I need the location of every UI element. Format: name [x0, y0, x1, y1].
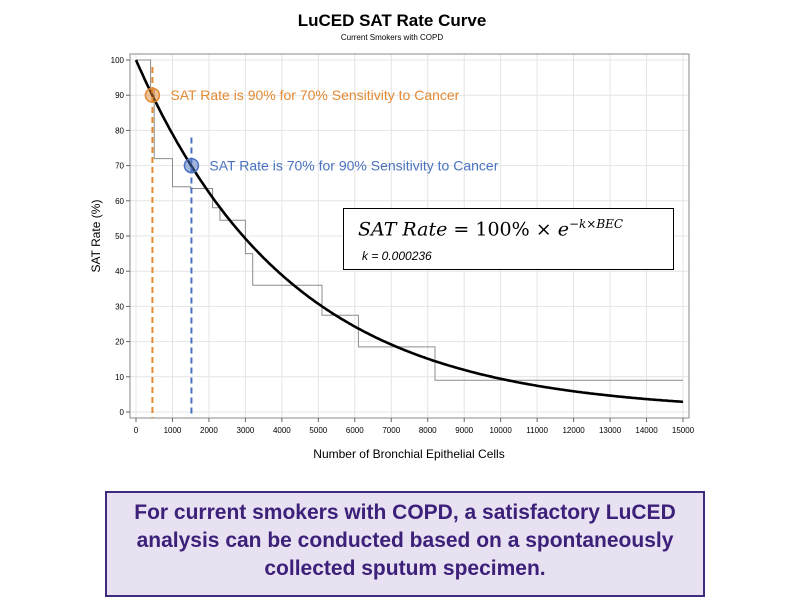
x-tick-label: 0 — [134, 426, 139, 435]
exponential-fit-curve — [134, 59, 684, 404]
threshold-marker — [144, 87, 161, 103]
x-tick-label: 1000 — [164, 426, 182, 435]
y-tick-label: 60 — [115, 197, 124, 206]
y-tick-label: 50 — [115, 232, 124, 241]
y-tick-label: 0 — [120, 408, 125, 417]
x-axis-label: Number of Bronchial Epithelial Cells — [313, 447, 504, 461]
x-axis-ticks: 0 1000 2000 3000 4000 5000 6000 7000 8000 9000 100… — [134, 418, 695, 435]
formula-box: SAT Rate = 100% × e−k×BEC k = 0.000236 — [343, 208, 674, 270]
y-tick-label: 70 — [115, 162, 124, 171]
x-tick-label: 5000 — [309, 426, 327, 435]
x-tick-label: 12000 — [562, 426, 585, 435]
x-tick-label: 4000 — [273, 426, 291, 435]
chart-title: LuCED SAT Rate Curve — [298, 11, 487, 30]
chart-subtitle: Current Smokers with COPD — [341, 33, 443, 42]
y-axis-label: SAT Rate (%) — [89, 200, 103, 273]
x-tick-label: 6000 — [346, 426, 364, 435]
y-tick-label: 90 — [115, 91, 124, 100]
formula-k-value: k = 0.000236 — [362, 249, 432, 263]
x-tick-label: 8000 — [419, 426, 437, 435]
y-tick-label: 10 — [115, 373, 124, 382]
x-tick-label: 7000 — [382, 426, 400, 435]
y-tick-label: 100 — [111, 56, 125, 65]
x-tick-label: 10000 — [490, 426, 513, 435]
formula-coef: 100% — [475, 218, 530, 241]
formula-equation: SAT Rate = 100% × e−k×BEC — [358, 217, 623, 240]
x-tick-label: 15000 — [672, 426, 695, 435]
y-tick-label: 80 — [115, 126, 124, 135]
x-tick-label: 14000 — [635, 426, 658, 435]
formula-base: e — [557, 218, 569, 241]
y-axis-ticks: 0 10 20 30 40 50 60 70 80 90 100 — [111, 56, 130, 417]
threshold-label: SAT Rate is 70% for 90% Sensitivity to C… — [209, 158, 498, 174]
formula-times: × — [535, 218, 552, 241]
threshold-label: SAT Rate is 90% for 70% Sensitivity to C… — [170, 87, 459, 103]
threshold-marker — [183, 157, 200, 174]
observed-step-series — [136, 59, 683, 381]
conclusion-callout: For current smokers with COPD, a satisfa… — [105, 491, 705, 597]
formula-exponent: −k×BEC — [568, 217, 624, 231]
formula-lhs: SAT Rate — [358, 218, 448, 241]
y-tick-label: 40 — [115, 267, 124, 276]
formula-equals: = — [453, 218, 470, 241]
x-tick-label: 9000 — [455, 426, 473, 435]
y-tick-label: 30 — [115, 302, 124, 311]
x-tick-label: 3000 — [237, 426, 255, 435]
x-tick-label: 2000 — [200, 426, 218, 435]
y-tick-label: 20 — [115, 338, 124, 347]
threshold-markers: SAT Rate is 90% for 70% Sensitivity to C… — [144, 67, 499, 418]
x-tick-label: 13000 — [599, 426, 622, 435]
x-tick-label: 11000 — [526, 426, 548, 435]
